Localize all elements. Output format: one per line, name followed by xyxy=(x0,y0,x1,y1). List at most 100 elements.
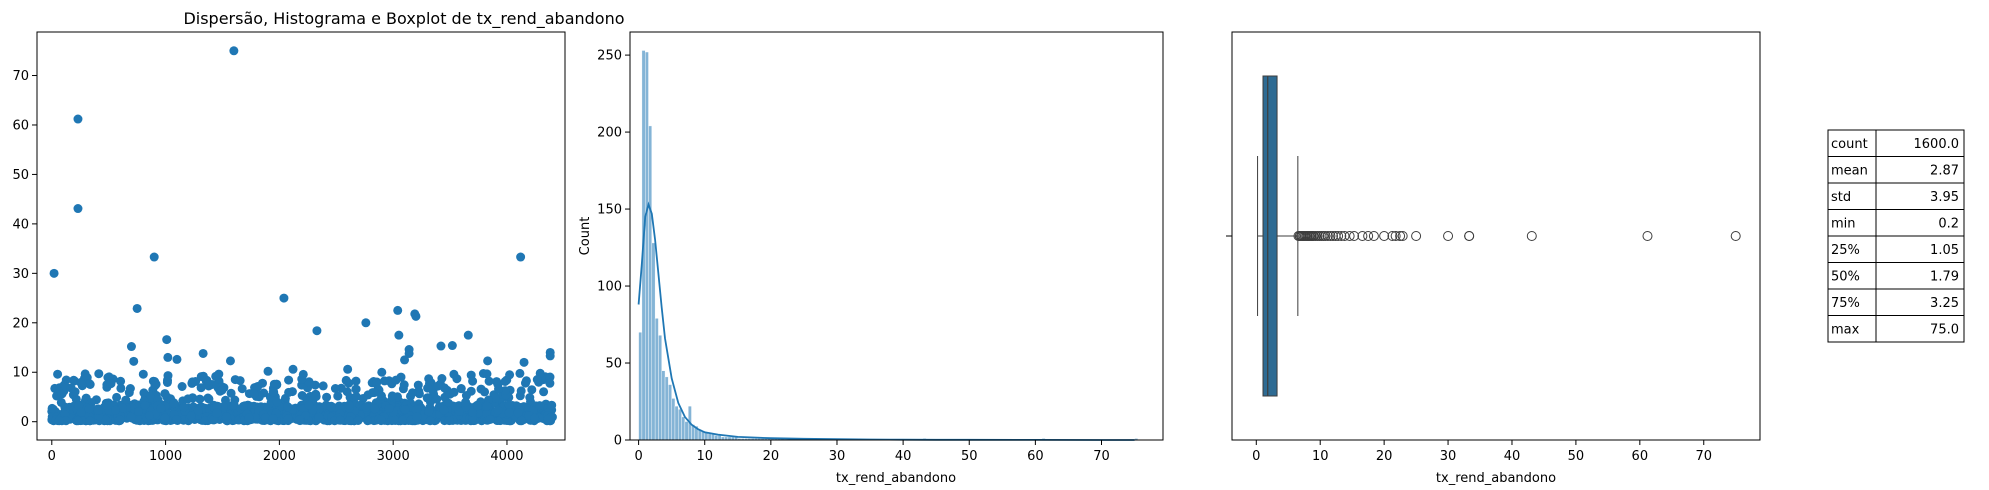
scatter-point xyxy=(393,305,403,315)
scatter-point xyxy=(461,397,471,407)
histogram-bar xyxy=(681,416,686,441)
histogram-y-ticks: 0 50 100 150 200 250 xyxy=(597,49,630,449)
histogram-bar xyxy=(684,421,689,441)
boxplot-x-tick-label: 20 xyxy=(1376,449,1393,464)
scatter-point xyxy=(66,383,76,393)
boxplot-flier xyxy=(1344,231,1355,241)
scatter-point xyxy=(85,416,95,426)
histogram-bar xyxy=(658,335,662,441)
scatter-point xyxy=(284,387,294,397)
scatter-y-tick-label: 20 xyxy=(12,316,29,331)
scatter-point xyxy=(473,401,482,411)
scatter-point xyxy=(221,412,231,422)
scatter-point xyxy=(169,399,179,409)
scatter-point xyxy=(76,378,86,387)
scatter-point xyxy=(404,348,414,358)
scatter-y-ticks: 0 10 20 30 40 50 60 70 xyxy=(12,69,37,430)
scatter-point xyxy=(532,375,542,384)
scatter-point xyxy=(380,376,389,386)
scatter-point xyxy=(358,394,368,403)
histogram-bar xyxy=(648,125,653,441)
summary-table: count 1600.0 mean 2.87 std 3.95 min 0.2 25% 1.05 5… xyxy=(1827,129,1965,343)
histogram-bar xyxy=(678,409,682,441)
scatter-point xyxy=(212,408,222,418)
scatter-point xyxy=(229,46,239,56)
table-row-value: 75.0 xyxy=(1930,323,1959,338)
table-row-label: 75% xyxy=(1831,296,1860,311)
scatter-point xyxy=(150,381,160,391)
boxplot-flier xyxy=(1390,231,1401,241)
table-value-cell xyxy=(1875,288,1965,316)
scatter-point xyxy=(513,408,523,418)
scatter-point xyxy=(519,357,529,367)
scatter-point xyxy=(56,397,66,407)
scatter-point xyxy=(451,402,461,412)
scatter-point xyxy=(111,405,120,415)
histogram-bar xyxy=(707,433,712,441)
scatter-point xyxy=(160,413,170,423)
table-value-cell xyxy=(1875,209,1965,237)
scatter-point xyxy=(422,393,432,403)
scatter-point xyxy=(144,410,154,420)
scatter-point xyxy=(527,385,537,395)
histogram-x-tick-label: 20 xyxy=(763,449,780,464)
scatter-point xyxy=(272,397,282,407)
scatter-point xyxy=(203,380,213,389)
histogram-x-tick-label: 50 xyxy=(961,449,978,464)
scatter-point xyxy=(480,387,490,397)
scatter-point xyxy=(163,371,173,381)
scatter-point xyxy=(444,416,454,426)
scatter-y-tick-label: 60 xyxy=(12,118,29,133)
scatter-point xyxy=(126,342,136,352)
boxplot-x-tick-label: 70 xyxy=(1695,449,1712,464)
histogram-y-tick-label: 250 xyxy=(597,49,622,64)
scatter-point xyxy=(433,381,443,391)
scatter-point xyxy=(400,355,410,365)
table-row-label: std xyxy=(1831,190,1851,205)
histogram-x-label: tx_rend_abandono xyxy=(836,471,956,486)
histogram-x-tick-label: 10 xyxy=(696,449,713,464)
histogram-bar xyxy=(661,370,666,441)
scatter-point xyxy=(437,374,447,383)
scatter-y-tick-label: 0 xyxy=(21,415,29,430)
boxplot-flier xyxy=(1395,231,1406,241)
scatter-point xyxy=(116,376,126,386)
table-label-cell xyxy=(1827,182,1877,210)
scatter-point xyxy=(387,391,397,401)
scatter-point xyxy=(485,415,495,424)
scatter-point xyxy=(530,413,540,423)
scatter-point xyxy=(268,414,278,423)
boxplot-flier xyxy=(1730,231,1741,241)
scatter-point xyxy=(456,384,466,393)
scatter-point xyxy=(389,414,399,424)
scatter-point xyxy=(335,415,345,425)
boxplot-flier xyxy=(1464,231,1475,241)
scatter-point xyxy=(212,401,222,411)
scatter-point xyxy=(124,388,134,398)
table-label-cell xyxy=(1827,288,1877,316)
scatter-point xyxy=(263,366,273,376)
boxplot-flier xyxy=(1333,231,1344,241)
boxplot-flier xyxy=(1349,231,1360,241)
scatter-point xyxy=(162,335,172,345)
histogram-bar xyxy=(654,318,659,441)
scatter-point xyxy=(408,388,417,398)
boxplot-flier xyxy=(1526,231,1537,241)
scatter-point xyxy=(172,415,181,425)
scatter-point xyxy=(351,376,361,386)
scatter-point xyxy=(94,369,104,379)
boxplot: 0 10 20 30 40 50 60 70 tx_rend_abandono xyxy=(1226,31,1761,486)
table-row-value: 3.95 xyxy=(1930,190,1959,205)
table-row-value: 1.79 xyxy=(1930,270,1959,285)
boxplot-flier xyxy=(1387,231,1398,241)
scatter-point xyxy=(547,400,557,410)
boxplot-x-ticks: 0 10 20 30 40 50 60 70 xyxy=(1252,440,1712,464)
scatter-point xyxy=(543,414,553,424)
scatter-point xyxy=(115,415,125,425)
scatter-point xyxy=(195,394,205,404)
scatter-point xyxy=(411,311,421,321)
scatter-y-tick-label: 30 xyxy=(12,267,29,282)
scatter-point xyxy=(288,364,298,374)
scatter-point xyxy=(468,376,478,386)
scatter-point xyxy=(249,389,259,399)
